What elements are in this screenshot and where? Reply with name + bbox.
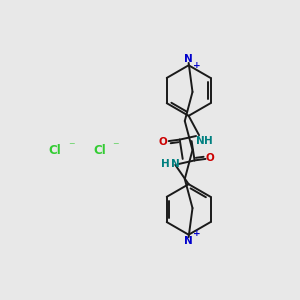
Text: N: N [171,159,180,169]
Text: H: H [204,136,212,146]
Text: ⁻: ⁻ [68,140,74,154]
Text: N: N [184,54,193,64]
Text: Cl: Cl [93,143,106,157]
Text: Cl: Cl [49,143,61,157]
Text: O: O [158,137,167,147]
Text: ⁻: ⁻ [112,140,119,154]
Text: +: + [193,229,201,238]
Text: H: H [161,159,170,169]
Text: N: N [184,236,193,246]
Text: +: + [193,61,201,70]
Text: O: O [206,153,215,163]
Text: N: N [196,136,204,146]
